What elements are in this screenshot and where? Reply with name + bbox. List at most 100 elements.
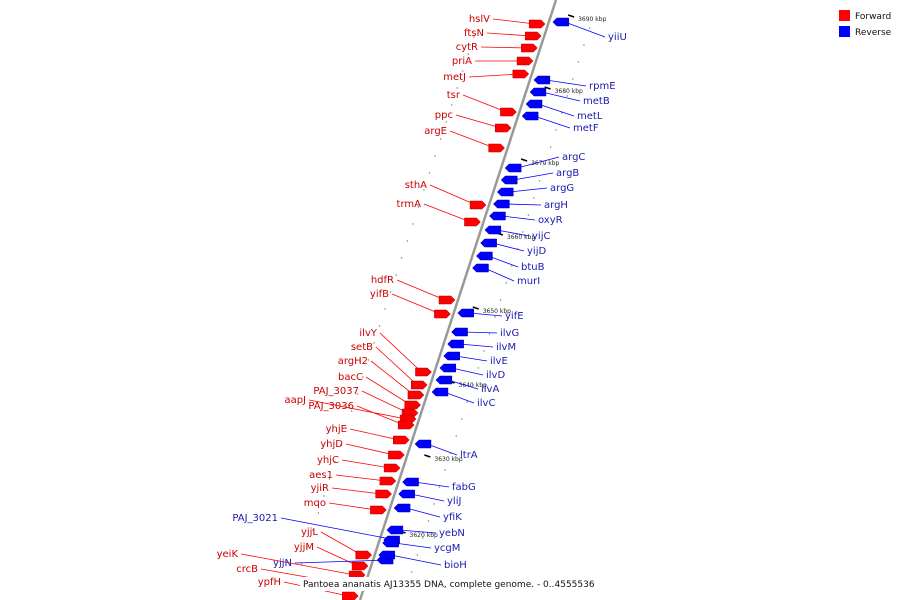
- minor-dot: [527, 214, 530, 216]
- leader-line-forward: [480, 46, 528, 49]
- forward-gene-label: yifB: [370, 289, 389, 300]
- minor-dot: [401, 257, 403, 259]
- reverse-gene-feature: [480, 238, 497, 248]
- reverse-gene-feature: [439, 363, 457, 373]
- minor-dot: [538, 180, 541, 182]
- reverse-gene-label: rpmE: [589, 81, 616, 92]
- minor-dot: [416, 554, 419, 556]
- minor-dot: [428, 172, 431, 174]
- leader-line-reverse: [390, 554, 442, 566]
- minor-dot: [488, 333, 491, 335]
- minor-dot: [456, 87, 458, 89]
- tick-label: 3690 kbp: [578, 16, 606, 23]
- leader-line-forward: [356, 405, 405, 426]
- reverse-gene-feature: [525, 99, 543, 109]
- leader-line-reverse: [501, 215, 536, 221]
- forward-gene-label: aes1: [309, 470, 333, 481]
- leader-line-forward: [365, 376, 411, 406]
- forward-gene-label: ypfH: [258, 577, 281, 588]
- genome-backbone: [358, 0, 558, 600]
- forward-gene-feature: [415, 367, 432, 377]
- reverse-gene-feature: [521, 111, 539, 121]
- minor-dot: [351, 410, 353, 412]
- tick-label: 3660 kbp: [507, 234, 535, 241]
- reverse-gene-label: metB: [583, 96, 610, 107]
- forward-gene-feature: [355, 550, 373, 560]
- reverse-gene-feature: [496, 187, 514, 197]
- minor-dot: [494, 316, 496, 318]
- reverse-gene-label: PAJ_3021: [232, 513, 278, 524]
- leader-line-reverse: [463, 331, 498, 334]
- forward-gene-feature: [342, 591, 359, 600]
- minor-dot: [473, 36, 475, 38]
- minor-dot: [499, 299, 502, 301]
- leader-line-reverse: [541, 91, 581, 102]
- forward-gene-label: PAJ_3036: [308, 401, 354, 412]
- leader-line-reverse: [509, 187, 548, 193]
- reverse-gene-label: fabG: [452, 482, 476, 493]
- reverse-gene-label: yijD: [527, 246, 546, 257]
- forward-gene-feature: [351, 561, 369, 571]
- reverse-gene-feature: [476, 251, 493, 261]
- minor-dot: [544, 163, 546, 165]
- minor-dot: [462, 70, 464, 72]
- minor-dot: [417, 206, 420, 208]
- legend-label-reverse: Reverse: [855, 28, 892, 38]
- reverse-gene-feature: [457, 308, 475, 318]
- leader-line-reverse: [517, 156, 560, 169]
- forward-gene-label: hdfR: [371, 275, 394, 286]
- reverse-gene-label: yliJ: [447, 496, 461, 507]
- leader-line-reverse: [414, 481, 450, 488]
- forward-gene-label: yjjL: [301, 527, 318, 538]
- forward-gene-feature: [494, 123, 512, 133]
- forward-gene-label: yeiK: [217, 549, 239, 560]
- reverse-gene-label: ilvA: [481, 384, 499, 395]
- leader-line-reverse: [426, 443, 458, 456]
- forward-gene-feature: [464, 217, 481, 227]
- forward-gene-label: metJ: [443, 72, 466, 83]
- minor-dot: [466, 401, 468, 403]
- reverse-gene-label: ilvD: [486, 370, 505, 381]
- legend: Forward Reverse: [839, 10, 892, 38]
- leader-line-reverse: [280, 517, 396, 541]
- minor-dot: [577, 61, 580, 63]
- forward-gene-label: tsr: [447, 90, 461, 101]
- leader-line-forward: [429, 184, 477, 206]
- minor-dot: [427, 520, 430, 522]
- minor-dot: [438, 486, 441, 488]
- minor-dot: [445, 121, 447, 123]
- leader-line-forward: [341, 459, 391, 469]
- reverse-gene-label: metF: [573, 123, 599, 134]
- leader-line-reverse: [469, 312, 503, 317]
- forward-gene-feature: [524, 31, 542, 41]
- reverse-gene-label: yfiK: [443, 512, 462, 523]
- leader-line-reverse: [451, 367, 484, 376]
- reverse-gene-label: argC: [562, 152, 585, 163]
- reverse-gene-feature: [504, 163, 522, 173]
- reverse-gene-label: yijC: [532, 231, 550, 242]
- forward-gene-label: crcB: [236, 564, 258, 575]
- forward-gene-label: yhjE: [326, 424, 347, 435]
- forward-gene-feature: [521, 43, 538, 53]
- forward-gene-label: argH2: [338, 356, 368, 367]
- reverse-gene-label: oxyR: [538, 215, 563, 226]
- reverse-gene-label: yjjN: [273, 558, 292, 569]
- forward-gene-feature: [404, 400, 422, 410]
- minor-dot: [323, 495, 325, 497]
- minor-dot: [422, 537, 424, 539]
- tick-mark: [544, 86, 551, 90]
- leader-line-forward: [370, 360, 415, 396]
- leader-line-forward: [468, 73, 519, 78]
- minor-dot: [439, 138, 442, 140]
- minor-dot: [378, 325, 381, 327]
- reverse-gene-label: argG: [550, 183, 574, 194]
- reverse-gene-feature: [489, 211, 506, 221]
- leader-line-forward: [345, 443, 395, 456]
- leader-line-forward: [375, 346, 418, 386]
- forward-gene-label: setB: [351, 342, 373, 353]
- leader-line-forward: [335, 474, 386, 482]
- forward-gene-feature: [528, 19, 546, 29]
- reverse-gene-feature: [472, 263, 489, 273]
- leader-line-reverse: [513, 172, 554, 181]
